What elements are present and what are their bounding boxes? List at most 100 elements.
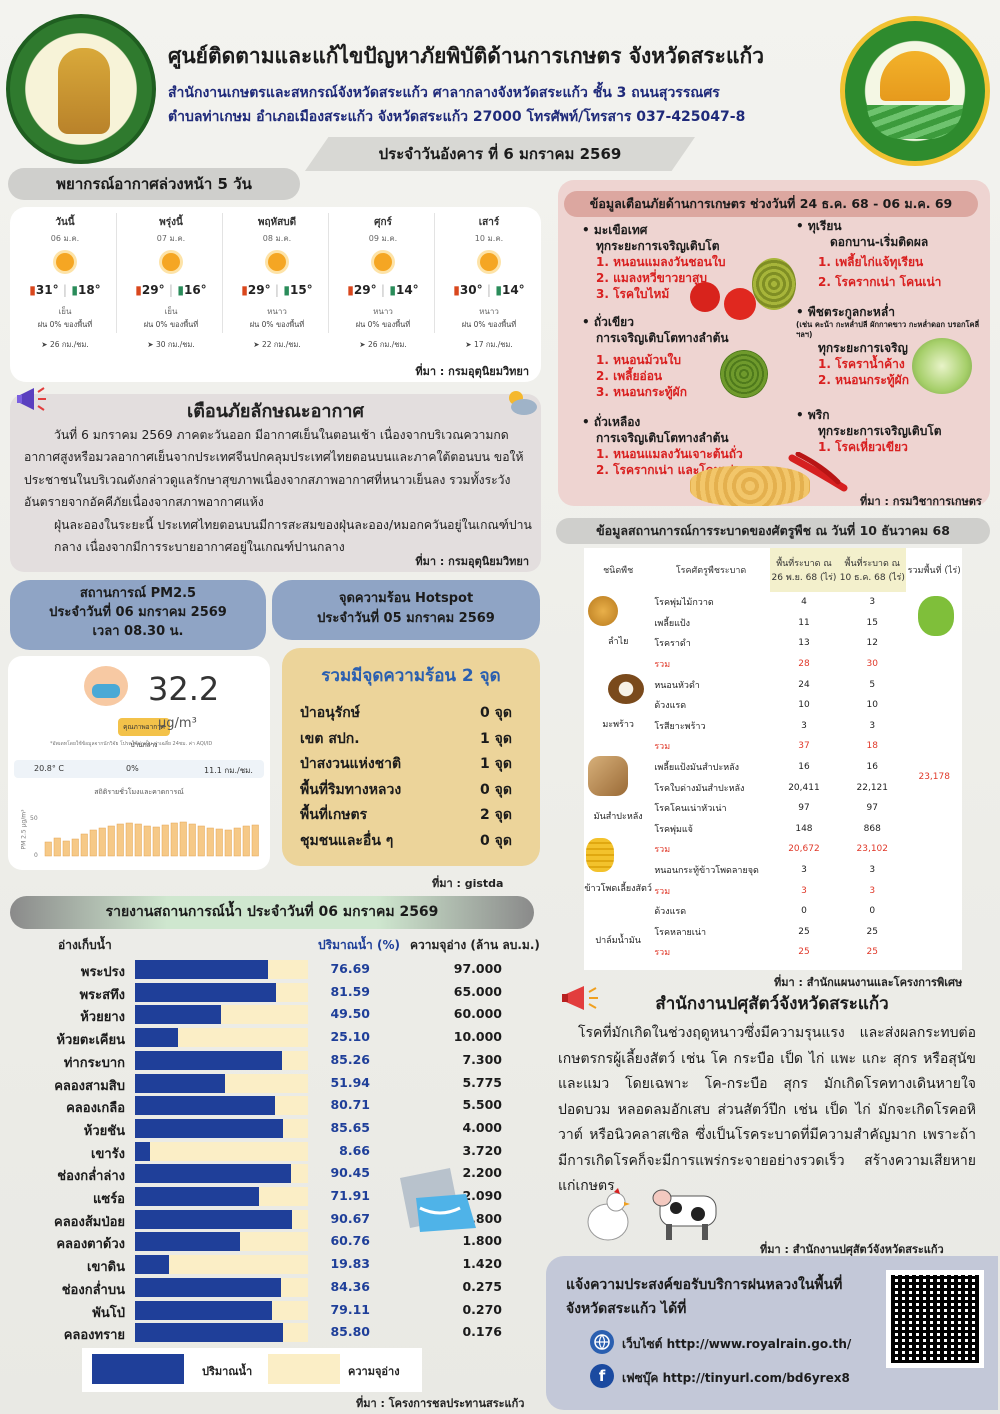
pest-row: โรสียาะพร้าว 3 3 bbox=[584, 716, 962, 737]
reservoir-row: ห้วยยาง 49.50 60.000 bbox=[0, 1003, 540, 1026]
capacity-bar bbox=[135, 1028, 308, 1048]
pest-area-2: 3 bbox=[869, 865, 876, 876]
hotspot-count: 0 จุด bbox=[480, 705, 512, 721]
hotspot-source: ที่มา : gistda bbox=[432, 877, 504, 890]
water-level-bar bbox=[135, 1255, 169, 1275]
wind-arrow-icon: ➤ bbox=[41, 340, 48, 349]
water-percent: 80.71 bbox=[330, 1097, 370, 1113]
soybean-icon bbox=[690, 466, 810, 506]
hotspot-count: 1 จุด bbox=[480, 730, 512, 747]
weather-warning-box: เตือนภัยลักษณะอากาศ วันที่ 6 มกราคม 2569… bbox=[10, 394, 541, 572]
capacity-bar bbox=[135, 960, 308, 979]
hotspot-row: ป่าอนุรักษ์ 0 จุด bbox=[300, 702, 520, 724]
weather-source: ที่มา : กรมอุตุนิยมวิทยา bbox=[415, 365, 529, 378]
royal-rain-facebook-link[interactable]: เฟซบุ๊ค http://tinyurl.com/bd6yrex8 bbox=[622, 1371, 850, 1385]
forecast-condition: เย็น bbox=[164, 307, 178, 316]
pest-area-1: 28 bbox=[798, 659, 810, 670]
pest-sum-row: รวม 37 18 bbox=[584, 736, 962, 757]
reservoir-row: คลองเกลือ 80.71 5.500 bbox=[0, 1094, 540, 1117]
caterpillar-icon bbox=[918, 596, 954, 636]
pest-area-2: 3 bbox=[869, 720, 876, 731]
pest-area-2: 22,121 bbox=[856, 782, 889, 793]
pest-table-card: ชนิดพืช โรคศัตรูพืชระบาด พื้นที่ระบาด ณ … bbox=[584, 548, 962, 970]
pest-row: เพลี้ยแป้ง 11 15 bbox=[584, 613, 962, 634]
water-percent: 51.94 bbox=[330, 1074, 370, 1090]
forecast-day: วันนี้ 06 ม.ค. ▮31° | ▮18° เย็น ฝน 0% ของพื้… bbox=[12, 207, 118, 349]
water-percent: 85.65 bbox=[330, 1119, 370, 1135]
reservoir-row: ท่ากระบาก 85.26 7.300 bbox=[0, 1049, 540, 1072]
pest-name: รวม bbox=[654, 742, 671, 753]
pest-area-1: 4 bbox=[801, 597, 807, 608]
pm25-hour-bar bbox=[53, 837, 61, 857]
forecast-rain: ฝน 0% ของพื้นที่ bbox=[355, 320, 411, 329]
water-level-bar bbox=[135, 1164, 291, 1184]
thermometer-cold-icon: ▮ bbox=[283, 283, 290, 297]
legend-fill-swatch bbox=[92, 1354, 184, 1384]
hotspot-count: 1 จุด bbox=[480, 756, 512, 772]
pest-name: เพลี้ยแป้งมันสำปะหลัง bbox=[654, 763, 740, 774]
capacity-bar bbox=[135, 1255, 308, 1275]
date-banner: ประจำวันอังคาร ที่ 6 มกราคม 2569 bbox=[305, 137, 695, 171]
pm25-date: ประจำวันที่ 06 มกราคม 2569 bbox=[49, 605, 227, 620]
capacity-bar bbox=[135, 1323, 308, 1343]
pm25-hour-bar bbox=[206, 827, 214, 857]
forecast-day-date: 09 ม.ค. bbox=[368, 234, 398, 243]
hotspot-area-name: พื้นที่เกษตร bbox=[300, 807, 368, 823]
pm25-y-tick-0: 0 bbox=[34, 852, 38, 859]
royal-rain-web-link[interactable]: เว็บไซต์ http://www.royalrain.go.th/ bbox=[622, 1337, 852, 1351]
reservoir-row: เขาดิน 19.83 1.420 bbox=[0, 1253, 540, 1276]
water-source: ที่มา : โครงการชลประทานสระแก้ว bbox=[356, 1397, 525, 1410]
qr-code[interactable] bbox=[886, 1270, 984, 1368]
pest-area-2: 868 bbox=[863, 823, 881, 834]
cow-icon bbox=[650, 1180, 726, 1246]
ministry-logo bbox=[6, 14, 156, 164]
pest-crop-name: ข้าวโพดเลี้ยงสัตว์ bbox=[584, 884, 652, 895]
reservoir-capacity: 0.176 bbox=[462, 1324, 502, 1340]
capacity-bar bbox=[135, 1300, 308, 1320]
capacity-bar bbox=[135, 1050, 308, 1070]
sun-icon bbox=[56, 253, 74, 271]
crop-mungbean: • ถั่วเขียว การเจริญเติบโตทางลำต้น 1. หน… bbox=[582, 315, 729, 399]
forecast-max: 30° bbox=[459, 283, 483, 297]
sun-icon bbox=[162, 253, 180, 271]
cabbage-icon bbox=[912, 338, 972, 394]
reservoir-name: ช่องกล่ำบน bbox=[61, 1282, 125, 1298]
reservoir-name: พระปรง bbox=[80, 965, 125, 980]
weather-cloud-icon bbox=[504, 388, 540, 418]
pest-name: ด้วงแรด bbox=[654, 907, 687, 918]
reservoir-capacity: 10.000 bbox=[453, 1029, 502, 1045]
reservoir-capacity: 60.000 bbox=[453, 1006, 502, 1022]
pest-row: โรคหลายเน่า 25 25 bbox=[584, 922, 962, 943]
pest-area-1: 10 bbox=[798, 700, 810, 711]
pest-name: หนอนหัวดำ bbox=[654, 680, 700, 691]
pm25-hour-bar bbox=[224, 829, 232, 857]
pest-area-1: 97 bbox=[798, 803, 810, 814]
pm25-hour-bar bbox=[44, 841, 52, 857]
hotspot-total: รวมมีจุดความร้อน 2 จุด bbox=[321, 666, 501, 686]
pm25-y-label: PM 2.5 µg/m³ bbox=[20, 809, 28, 850]
pm25-value: 32.2 bbox=[148, 670, 220, 708]
forecast-day-name: ศุกร์ bbox=[374, 217, 392, 228]
pm25-hour-bar bbox=[197, 825, 205, 857]
pest-area-1: 25 bbox=[798, 926, 810, 937]
forecast-rain: ฝน 0% ของพื้นที่ bbox=[143, 320, 199, 329]
crop-chili: • พริก ทุกระยะการเจริญเติบโต 1. โรคเหี่ย… bbox=[796, 408, 942, 454]
water-level-bar bbox=[135, 1209, 292, 1229]
hotspot-card: รวมมีจุดความร้อน 2 จุด ป่าอนุรักษ์ 0 จุดเ… bbox=[282, 648, 540, 866]
wind-arrow-icon: ➤ bbox=[147, 340, 154, 349]
reservoir-row: คลองทราย 85.80 0.176 bbox=[0, 1321, 540, 1344]
forecast-rain: ฝน 0% ของพื้นที่ bbox=[37, 320, 93, 329]
pest-name: รวม bbox=[654, 660, 671, 671]
water-percent: 79.11 bbox=[330, 1301, 370, 1317]
forecast-rain: ฝน 0% ของพื้นที่ bbox=[461, 320, 517, 329]
pest-row: โรคใบด่างมันสำปะหลัง 20,411 22,121 bbox=[584, 777, 962, 798]
capacity-bar bbox=[135, 1187, 308, 1206]
reservoir-name: คลองทราย bbox=[63, 1328, 125, 1344]
pm25-trend-chart bbox=[44, 821, 259, 857]
pm25-hour-bar bbox=[134, 823, 142, 857]
pm25-hour-bar bbox=[152, 826, 160, 857]
pest-area-2: 97 bbox=[866, 803, 878, 814]
pest-table: ชนิดพืช โรคศัตรูพืชระบาด พื้นที่ระบาด ณ … bbox=[584, 548, 962, 963]
pest-area-1: 3 bbox=[801, 885, 807, 896]
forecast-min: 18° bbox=[77, 283, 101, 297]
